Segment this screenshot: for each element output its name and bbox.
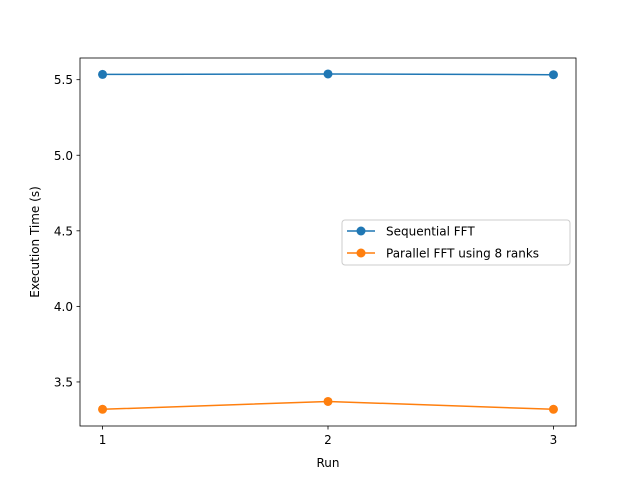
x-axis-label: Run	[316, 456, 339, 470]
y-tick-label-4: 5.5	[54, 73, 73, 87]
legend-marker-sequential	[356, 226, 366, 236]
x-tick-label-2: 3	[550, 433, 558, 447]
legend-label-sequential: Sequential FFT	[386, 225, 475, 239]
x-tick-label-1: 2	[324, 433, 332, 447]
data-point-0-1	[323, 69, 333, 79]
data-point-1-2	[548, 404, 558, 414]
y-tick-label-1: 4.0	[54, 300, 73, 314]
x-tick-label-0: 1	[99, 433, 107, 447]
y-tick-label-0: 3.5	[54, 375, 73, 389]
legend-marker-parallel	[356, 248, 366, 258]
data-point-1-0	[98, 404, 108, 414]
y-tick-label-2: 4.5	[54, 224, 73, 238]
axis-ticks: 1 2 3 3.5 4.0 4.5 5.0 5.5	[54, 73, 557, 447]
legend: Sequential FFT Parallel FFT using 8 rank…	[341, 219, 571, 266]
data-point-0-2	[548, 70, 558, 80]
y-tick-label-3: 5.0	[54, 149, 73, 163]
data-point-0-0	[98, 69, 108, 79]
y-axis-label: Execution Time (s)	[28, 186, 42, 298]
legend-frame	[341, 219, 571, 266]
data-point-1-1	[323, 396, 333, 406]
legend-label-parallel: Parallel FFT using 8 ranks	[386, 247, 539, 261]
